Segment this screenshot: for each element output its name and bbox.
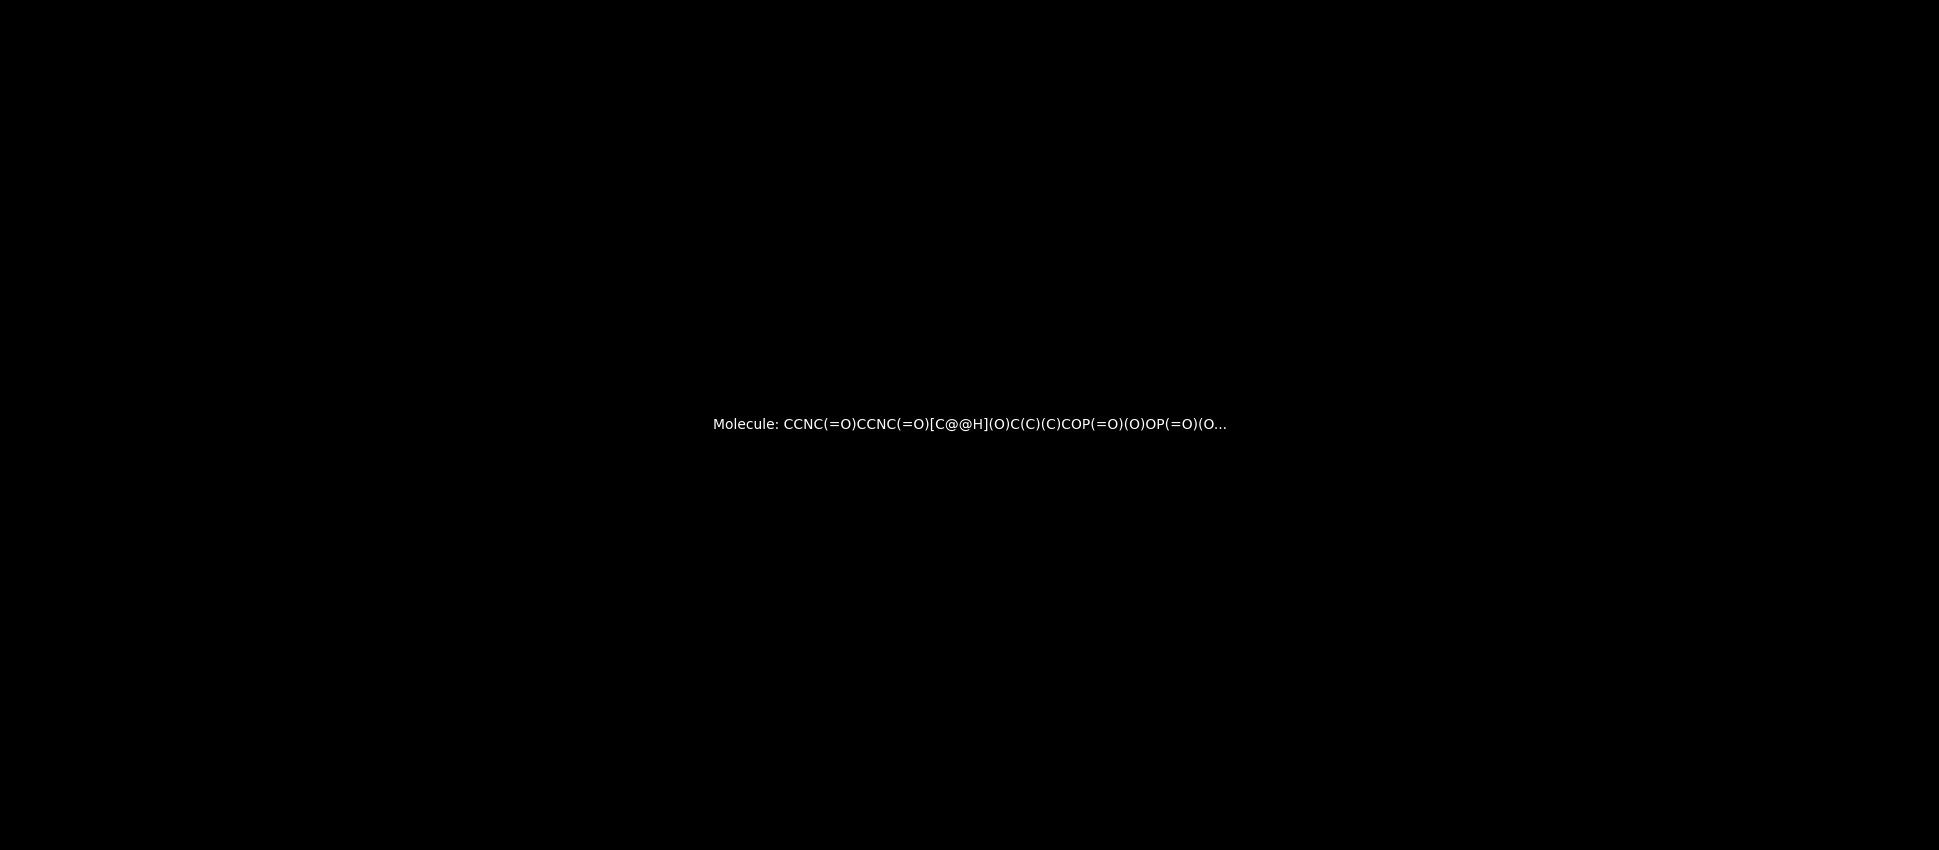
Text: Molecule: CCNC(=O)CCNC(=O)[C@@H](O)C(C)(C)COP(=O)(O)OP(=O)(O...: Molecule: CCNC(=O)CCNC(=O)[C@@H](O)C(C)(… xyxy=(714,418,1225,432)
